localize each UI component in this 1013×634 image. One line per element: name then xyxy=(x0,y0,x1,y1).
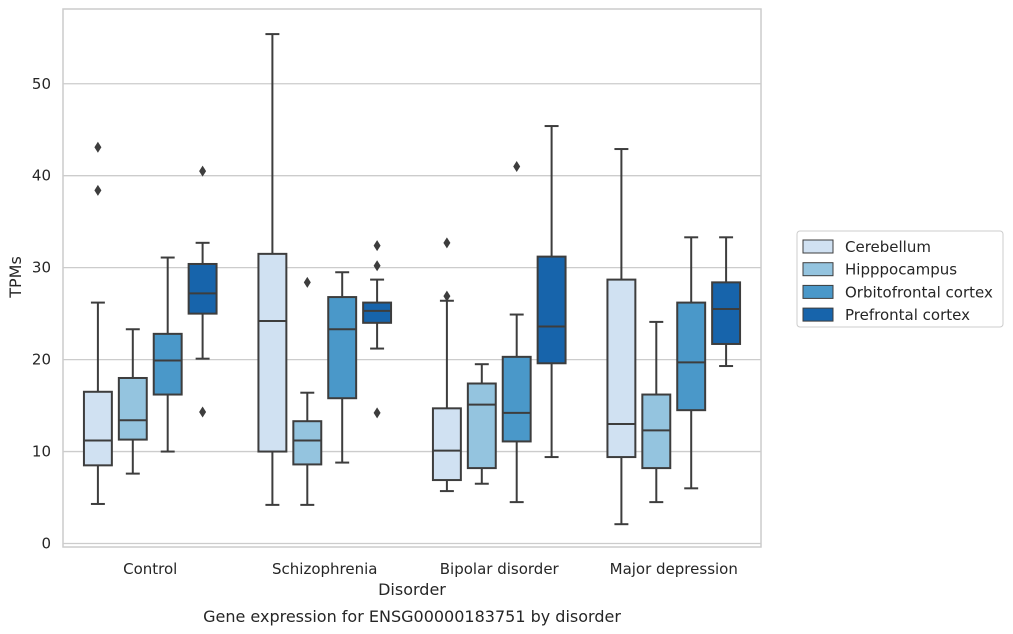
box-hipppocampus xyxy=(293,277,321,505)
legend-label: Cerebellum xyxy=(845,238,931,256)
outlier-point xyxy=(94,142,101,153)
outlier-point xyxy=(374,407,381,418)
box-orbitofrontal-cortex xyxy=(154,258,182,452)
iqr-box xyxy=(328,297,356,398)
iqr-box xyxy=(607,280,635,457)
legend-swatch xyxy=(803,285,833,298)
y-tick-label: 0 xyxy=(41,535,51,553)
iqr-box xyxy=(363,303,391,323)
iqr-box xyxy=(293,421,321,464)
box-cerebellum xyxy=(433,237,461,491)
box-prefrontal-cortex xyxy=(363,240,391,418)
box-orbitofrontal-cortex xyxy=(328,272,356,462)
y-tick-label: 50 xyxy=(32,75,51,93)
boxes xyxy=(84,34,740,524)
iqr-box xyxy=(154,334,182,395)
iqr-box xyxy=(712,282,740,344)
legend-swatch xyxy=(803,263,833,276)
iqr-box xyxy=(538,257,566,364)
y-axis-ticks: 0 10 20 30 40 50 xyxy=(32,75,51,553)
legend: Cerebellum Hipppocampus Orbitofrontal cort… xyxy=(797,231,1003,327)
x-tick-label: Control xyxy=(123,560,177,578)
box-cerebellum xyxy=(258,34,286,505)
legend-label: Orbitofrontal cortex xyxy=(845,283,993,301)
iqr-box xyxy=(119,378,147,440)
y-axis-title: TPMs xyxy=(6,256,25,299)
iqr-box xyxy=(258,254,286,452)
y-tick-label: 40 xyxy=(32,167,51,185)
legend-swatch xyxy=(803,308,833,321)
iqr-box xyxy=(433,408,461,480)
iqr-box xyxy=(468,384,496,469)
outlier-point xyxy=(374,260,381,271)
box-orbitofrontal-cortex xyxy=(677,237,705,488)
boxplot-chart: 0 10 20 30 40 50 Control Schizophrenia Bipolar … xyxy=(0,0,1013,634)
y-tick-label: 20 xyxy=(32,351,51,369)
box-hipppocampus xyxy=(468,364,496,484)
outlier-point xyxy=(199,407,206,418)
x-axis-title: Disorder xyxy=(378,580,446,599)
x-tick-label: Major depression xyxy=(610,560,738,578)
outlier-point xyxy=(304,277,311,288)
box-hipppocampus xyxy=(642,322,670,502)
outlier-point xyxy=(94,185,101,196)
legend-swatch xyxy=(803,240,833,253)
iqr-box xyxy=(503,357,531,442)
outlier-point xyxy=(199,166,206,177)
x-tick-label: Schizophrenia xyxy=(272,560,377,578)
box-prefrontal-cortex xyxy=(189,166,217,418)
iqr-box xyxy=(189,264,217,314)
iqr-box xyxy=(677,303,705,411)
y-tick-label: 10 xyxy=(32,443,51,461)
legend-label: Prefrontal cortex xyxy=(845,306,970,324)
outlier-point xyxy=(443,237,450,248)
box-cerebellum xyxy=(84,142,112,504)
iqr-box xyxy=(84,392,112,466)
figure-caption: Gene expression for ENSG00000183751 by d… xyxy=(203,607,621,626)
outlier-point xyxy=(513,161,520,172)
outlier-point xyxy=(374,240,381,251)
box-prefrontal-cortex xyxy=(712,237,740,366)
box-cerebellum xyxy=(607,149,635,524)
x-tick-label: Bipolar disorder xyxy=(440,560,560,578)
legend-label: Hipppocampus xyxy=(845,261,957,279)
y-tick-label: 30 xyxy=(32,259,51,277)
x-axis-ticks: Control Schizophrenia Bipolar disorder Majo… xyxy=(123,560,738,578)
